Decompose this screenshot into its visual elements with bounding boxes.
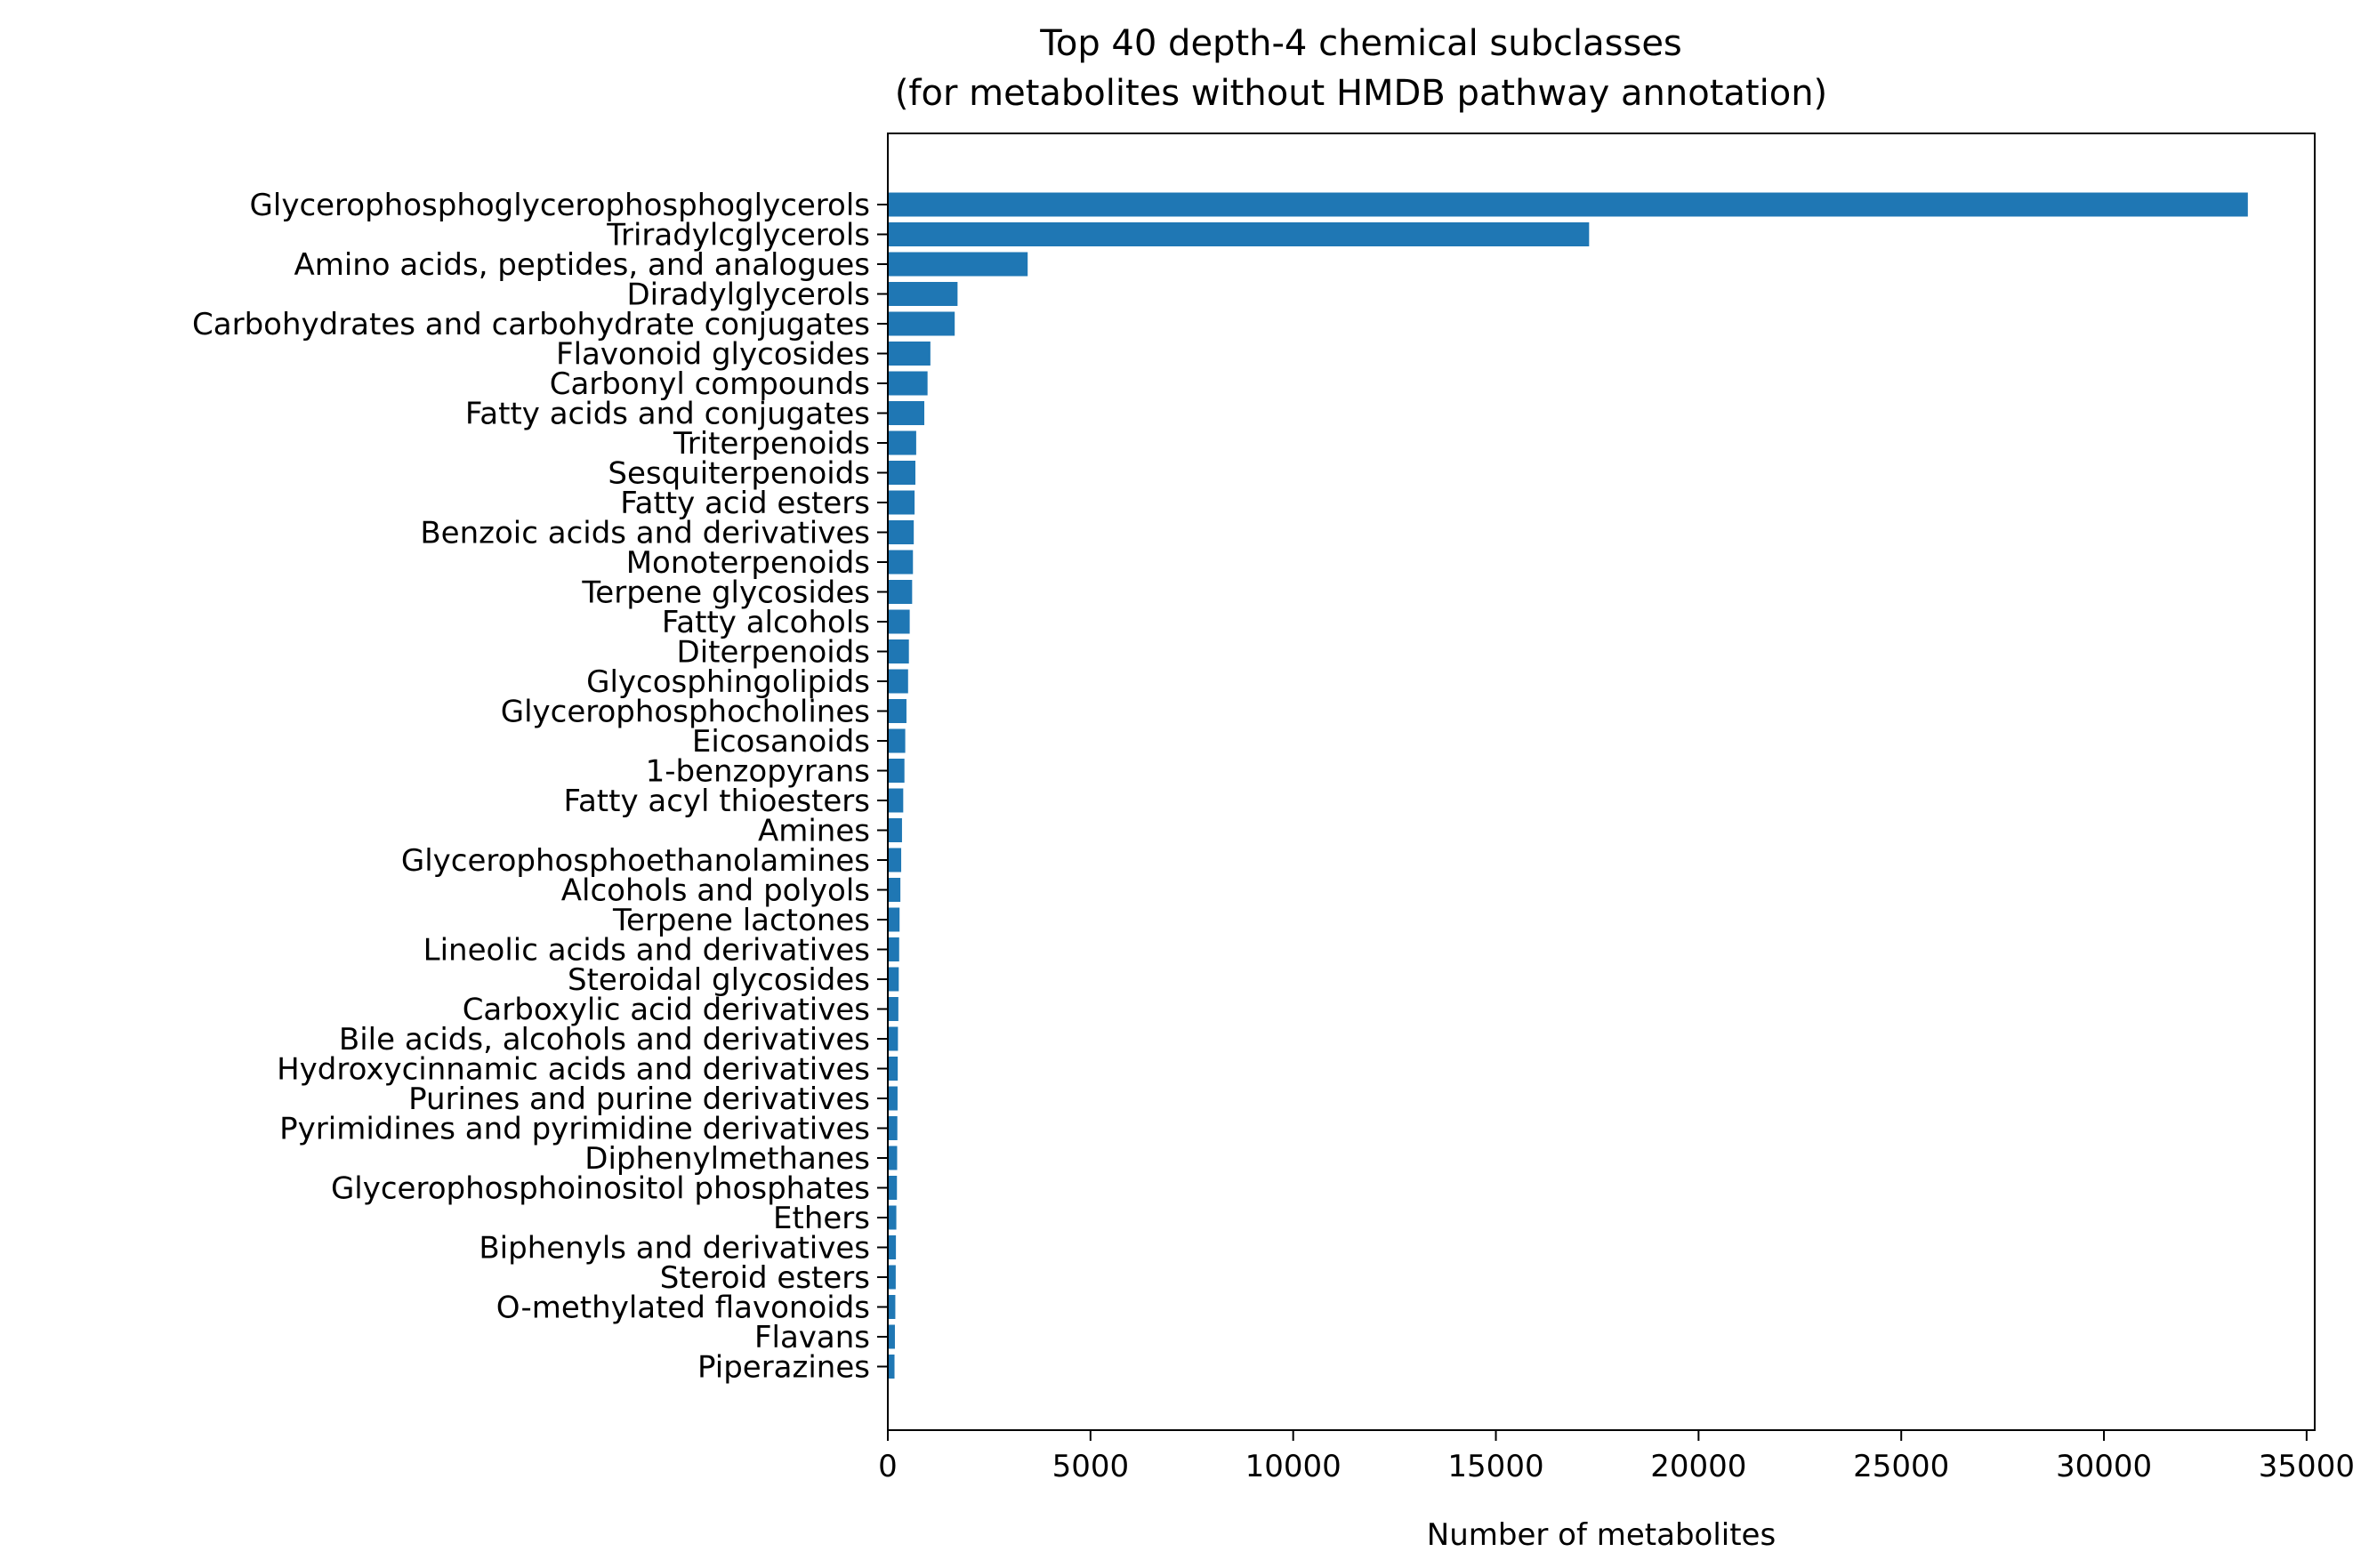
bar-27 <box>888 997 898 1021</box>
y-tick-label: Alcohols and polyols <box>561 873 870 909</box>
bar-2 <box>888 252 1028 277</box>
y-tick-label: Triradylcglycerols <box>606 218 870 253</box>
y-tick-label: Amino acids, peptides, and analogues <box>294 247 870 283</box>
y-tick-label: Steroidal glycosides <box>568 962 870 998</box>
y-tick-label: Glycerophosphocholines <box>501 695 870 730</box>
x-tick-label: 0 <box>878 1449 898 1484</box>
bar-13 <box>888 580 913 604</box>
y-tick-label: Biphenyls and derivatives <box>479 1231 870 1266</box>
chart-title: Top 40 depth-4 chemical subclasses <box>1039 23 1682 64</box>
bar-35 <box>888 1235 897 1259</box>
y-tick-label: Bile acids, alcohols and derivatives <box>339 1022 870 1057</box>
y-tick-label: Glycosphingolipids <box>586 664 870 700</box>
x-tick-label: 35000 <box>2259 1449 2355 1484</box>
y-tick-label: Flavans <box>754 1320 870 1355</box>
bar-8 <box>888 430 916 455</box>
y-tick-label: Glycerophosphoglycerophosphoglycerols <box>250 188 870 223</box>
y-tick-label: Carbonyl compounds <box>550 366 870 402</box>
y-tick-label: Glycerophosphoethanolamines <box>401 843 870 879</box>
bar-22 <box>888 848 902 872</box>
bar-38 <box>888 1324 895 1349</box>
bar-39 <box>888 1355 895 1379</box>
y-tick-label: Glycerophosphoinositol phosphates <box>331 1171 870 1207</box>
bar-26 <box>888 967 899 992</box>
y-tick-label: Ethers <box>773 1201 870 1236</box>
y-tick-label: Carboxylic acid derivatives <box>463 993 870 1028</box>
bar-23 <box>888 878 901 902</box>
bar-29 <box>888 1057 898 1081</box>
bar-25 <box>888 937 899 961</box>
bar-15 <box>888 639 909 663</box>
bar-32 <box>888 1146 898 1170</box>
bar-33 <box>888 1176 898 1200</box>
y-tick-label: Fatty acid esters <box>620 486 870 521</box>
bar-5 <box>888 342 931 366</box>
bar-7 <box>888 401 925 425</box>
bar-19 <box>888 759 905 783</box>
bar-37 <box>888 1295 896 1319</box>
y-tick-label: Terpene glycosides <box>581 575 870 611</box>
y-tick-label: Fatty alcohols <box>662 605 870 640</box>
y-tick-label: Benzoic acids and derivatives <box>420 516 870 551</box>
bar-18 <box>888 728 906 753</box>
y-tick-label: Eicosanoids <box>692 724 870 760</box>
bar-31 <box>888 1116 898 1140</box>
bar-21 <box>888 818 902 842</box>
y-tick-label: Carbohydrates and carbohydrate conjugate… <box>192 307 870 342</box>
y-tick-label: Triterpenoids <box>673 426 870 462</box>
y-tick-label: Terpene lactones <box>612 903 870 938</box>
y-tick-label: Purines and purine derivatives <box>408 1082 870 1117</box>
chart-subtitle: (for metabolites without HMDB pathway an… <box>895 73 1827 114</box>
bar-0 <box>888 192 2248 217</box>
bar-28 <box>888 1026 898 1051</box>
bars-layer <box>888 192 2248 1379</box>
x-tick-label: 30000 <box>2056 1449 2152 1484</box>
y-tick-label: Lineolic acids and derivatives <box>423 933 870 969</box>
y-tick-label: Flavonoid glycosides <box>556 337 870 373</box>
plot-frame <box>887 133 2316 1431</box>
x-axis-ticks: 0 5000 10000 15000 20000 25000 30000 35000 <box>878 1430 2355 1484</box>
bar-9 <box>888 461 915 485</box>
bar-16 <box>888 669 908 694</box>
bar-20 <box>888 788 904 813</box>
y-tick-label: Piperazines <box>697 1350 870 1386</box>
x-axis-label: Number of metabolites <box>1427 1517 1776 1553</box>
y-tick-label: Diphenylmethanes <box>584 1141 870 1177</box>
x-tick-label: 20000 <box>1650 1449 1746 1484</box>
bar-34 <box>888 1205 897 1230</box>
bar-36 <box>888 1265 896 1290</box>
y-tick-label: Hydroxycinnamic acids and derivatives <box>277 1052 870 1088</box>
y-tick-label: Diradylglycerols <box>626 277 870 313</box>
category-labels: GlycerophosphoglycerophosphoglycerolsTri… <box>192 188 888 1386</box>
y-tick-label: Amines <box>758 814 870 849</box>
bar-24 <box>888 907 900 932</box>
bar-11 <box>888 520 915 544</box>
y-tick-label: Diterpenoids <box>677 635 870 671</box>
x-tick-label: 25000 <box>1853 1449 1949 1484</box>
bar-12 <box>888 550 914 575</box>
y-tick-label: Monoterpenoids <box>626 545 870 581</box>
bar-4 <box>888 311 955 336</box>
y-tick-label: Sesquiterpenoids <box>608 456 870 492</box>
bar-6 <box>888 371 928 396</box>
y-tick-label: Fatty acids and conjugates <box>465 397 870 432</box>
bar-17 <box>888 699 906 723</box>
y-tick-label: 1-benzopyrans <box>646 754 870 790</box>
y-tick-label: Pyrimidines and pyrimidine derivatives <box>279 1112 870 1147</box>
y-tick-label: Fatty acyl thioesters <box>564 784 870 819</box>
x-tick-label: 10000 <box>1245 1449 1342 1484</box>
bar-10 <box>888 490 915 515</box>
x-tick-label: 15000 <box>1447 1449 1543 1484</box>
y-tick-label: O-methylated flavonoids <box>496 1291 870 1326</box>
bar-30 <box>888 1086 898 1111</box>
x-tick-label: 5000 <box>1052 1449 1130 1484</box>
y-tick-label: Steroid esters <box>660 1260 870 1296</box>
bar-3 <box>888 282 958 306</box>
bar-14 <box>888 609 910 634</box>
bar-1 <box>888 222 1590 246</box>
